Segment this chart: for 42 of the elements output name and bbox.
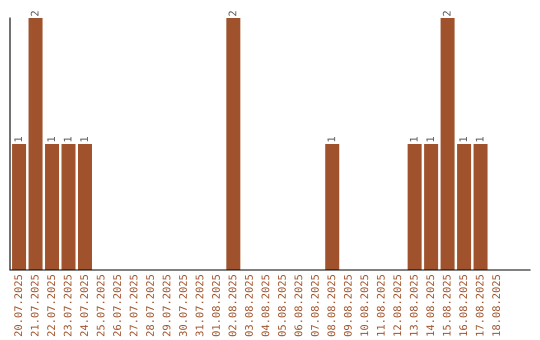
x-tick-label: 05.08.2025 bbox=[278, 275, 286, 336]
x-tick-label: 28.07.2025 bbox=[146, 275, 154, 336]
x-tick-label: 22.07.2025 bbox=[47, 275, 56, 336]
x-tick-label: 24.07.2025 bbox=[80, 275, 88, 336]
data-label: 1 bbox=[47, 137, 55, 142]
x-tick-label: 07.08.2025 bbox=[310, 275, 319, 336]
x-tick-label: 13.08.2025 bbox=[410, 275, 418, 336]
data-label: 1 bbox=[476, 137, 484, 142]
data-label: 1 bbox=[64, 137, 72, 142]
x-tick-label: 08.08.2025 bbox=[327, 275, 336, 336]
x-tick-label: 31.07.2025 bbox=[196, 275, 204, 336]
data-label: 2 bbox=[442, 11, 450, 16]
data-label: 1 bbox=[410, 137, 418, 142]
x-tick-label: 11.08.2025 bbox=[376, 275, 385, 336]
x-tick-label: 12.08.2025 bbox=[393, 275, 402, 336]
x-tick-label: 17.08.2025 bbox=[476, 275, 484, 336]
x-tick-label: 03.08.2025 bbox=[244, 275, 253, 336]
x-tick-label: 21.07.2025 bbox=[30, 275, 39, 336]
x-tick-label: 20.07.2025 bbox=[14, 275, 22, 336]
x-tick-label: 04.08.2025 bbox=[261, 275, 270, 336]
x-tick-label: 26.07.2025 bbox=[113, 275, 122, 336]
x-tick-label: 16.08.2025 bbox=[459, 275, 468, 336]
x-tick-label: 01.08.2025 bbox=[212, 275, 220, 336]
x-tick-label: 06.08.2025 bbox=[294, 275, 302, 336]
data-label: 1 bbox=[459, 137, 467, 142]
data-label: 1 bbox=[80, 137, 88, 142]
x-tick-label: 27.07.2025 bbox=[130, 275, 138, 336]
data-label: 1 bbox=[14, 137, 22, 142]
x-tick-label: 25.07.2025 bbox=[96, 275, 105, 336]
x-tick-label: 09.08.2025 bbox=[344, 275, 352, 336]
x-tick-label: 18.08.2025 bbox=[492, 275, 500, 336]
data-label: 2 bbox=[30, 11, 38, 16]
data-label: 2 bbox=[228, 11, 236, 16]
x-tick-label: 02.08.2025 bbox=[228, 275, 236, 336]
data-label: 1 bbox=[328, 137, 336, 142]
x-tick-label: 14.08.2025 bbox=[426, 275, 434, 336]
x-tick-label: 23.07.2025 bbox=[64, 275, 72, 336]
x-tick-label: 30.07.2025 bbox=[179, 275, 187, 336]
x-tick-label: 10.08.2025 bbox=[360, 275, 368, 336]
x-tick-label: 29.07.2025 bbox=[162, 275, 170, 336]
data-label: 1 bbox=[426, 137, 434, 142]
x-tick-label: 15.08.2025 bbox=[442, 275, 451, 336]
